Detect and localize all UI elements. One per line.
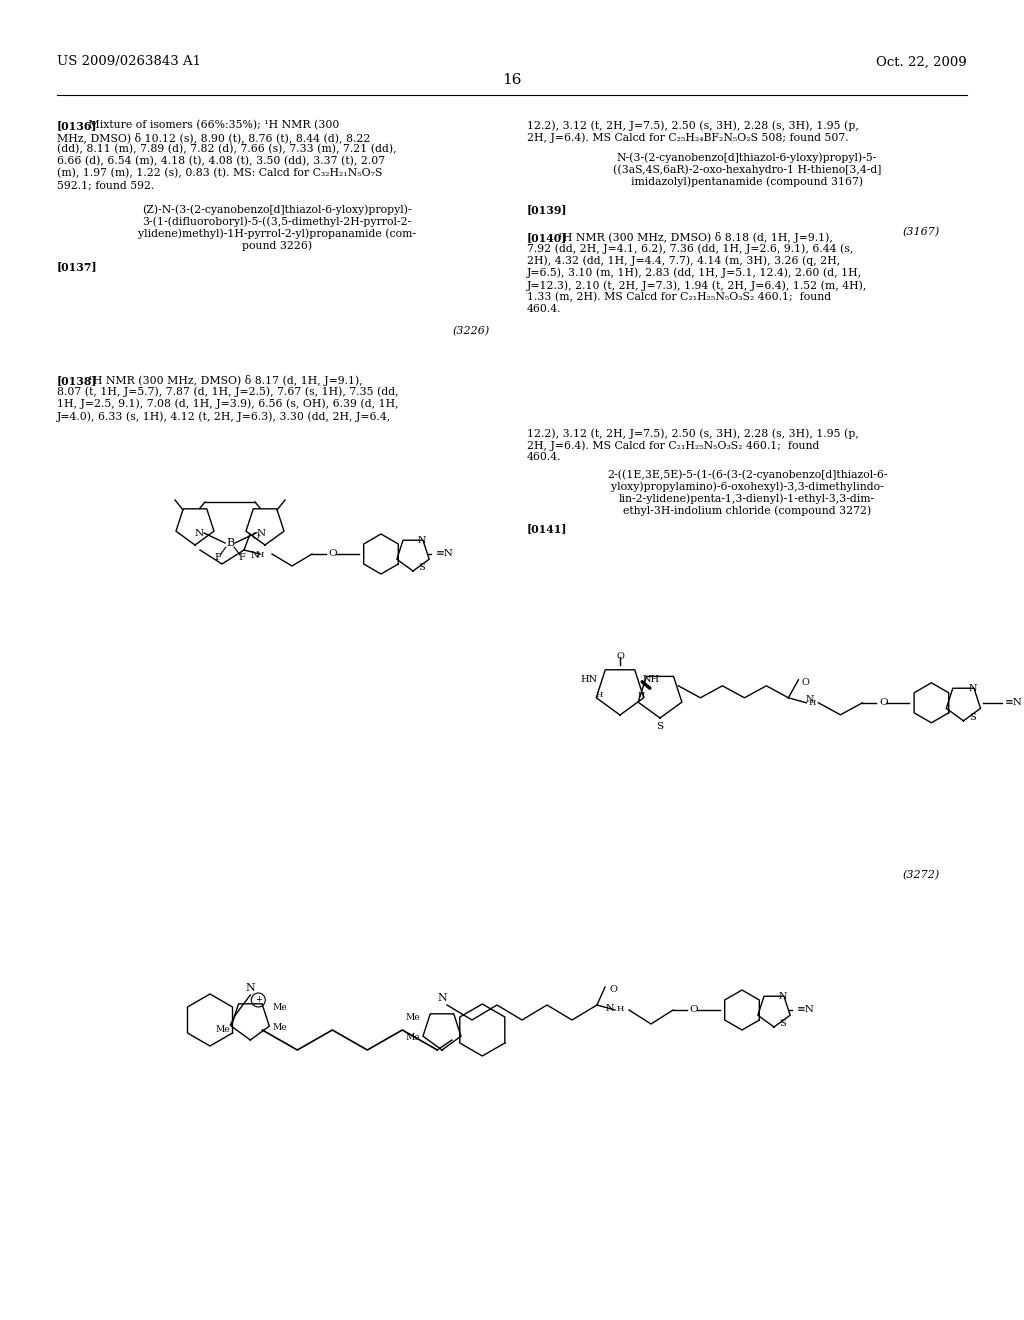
Text: Me: Me xyxy=(406,1034,420,1043)
Text: ≡N: ≡N xyxy=(1006,698,1023,708)
Text: N: N xyxy=(437,993,446,1003)
Text: S: S xyxy=(656,722,664,731)
Text: N: N xyxy=(417,536,426,545)
Text: [0137]: [0137] xyxy=(57,261,97,272)
Text: ethyl-3H-indolium chloride (compound 3272): ethyl-3H-indolium chloride (compound 327… xyxy=(623,506,871,516)
Text: 3-(1-(difluoroboryl)-5-((3,5-dimethyl-2H-pyrrol-2-: 3-(1-(difluoroboryl)-5-((3,5-dimethyl-2H… xyxy=(142,216,412,227)
Text: H: H xyxy=(256,550,264,558)
Text: imidazolyl)pentanamide (compound 3167): imidazolyl)pentanamide (compound 3167) xyxy=(631,177,863,187)
Text: Me: Me xyxy=(272,1023,287,1032)
Text: 460.4.: 460.4. xyxy=(527,453,561,462)
Text: O: O xyxy=(252,532,260,541)
Text: pound 3226): pound 3226) xyxy=(242,240,312,251)
Text: HN: HN xyxy=(581,676,597,685)
Text: 2H), 4.32 (dd, 1H, J=4.4, 7.7), 4.14 (m, 3H), 3.26 (q, 2H,: 2H), 4.32 (dd, 1H, J=4.4, 7.7), 4.14 (m,… xyxy=(527,256,841,267)
Text: 6.66 (d), 6.54 (m), 4.18 (t), 4.08 (t), 3.50 (dd), 3.37 (t), 2.07: 6.66 (d), 6.54 (m), 4.18 (t), 4.08 (t), … xyxy=(57,156,385,166)
Text: yloxy)propylamino)-6-oxohexyl)-3,3-dimethylindo-: yloxy)propylamino)-6-oxohexyl)-3,3-dimet… xyxy=(610,482,884,492)
Text: F: F xyxy=(239,553,246,561)
Text: ylidene)methyl)-1H-pyrrol-2-yl)propanamide (com-: ylidene)methyl)-1H-pyrrol-2-yl)propanami… xyxy=(138,228,416,239)
Text: US 2009/0263843 A1: US 2009/0263843 A1 xyxy=(57,55,201,69)
Text: +: + xyxy=(255,995,262,1005)
Text: 2-((1E,3E,5E)-5-(1-(6-(3-(2-cyanobenzo[d]thiazol-6-: 2-((1E,3E,5E)-5-(1-(6-(3-(2-cyanobenzo[d… xyxy=(607,470,887,480)
Text: N: N xyxy=(251,550,259,560)
Text: N-(3-(2-cyanobenzo[d]thiazol-6-yloxy)propyl)-5-: N-(3-(2-cyanobenzo[d]thiazol-6-yloxy)pro… xyxy=(616,152,878,162)
Text: [0136]: [0136] xyxy=(57,120,97,131)
Text: N: N xyxy=(968,684,977,693)
Text: Me: Me xyxy=(216,1026,230,1034)
Text: O: O xyxy=(880,698,888,708)
Text: 1.33 (m, 2H). MS Calcd for C₂₁H₂₅N₅O₃S₂ 460.1;  found: 1.33 (m, 2H). MS Calcd for C₂₁H₂₅N₅O₃S₂ … xyxy=(527,292,831,302)
Text: [0141]: [0141] xyxy=(527,523,567,533)
Text: (dd), 8.11 (m), 7.89 (d), 7.82 (d), 7.66 (s), 7.33 (m), 7.21 (dd),: (dd), 8.11 (m), 7.89 (d), 7.82 (d), 7.66… xyxy=(57,144,396,154)
Text: (3226): (3226) xyxy=(453,326,490,337)
Text: H: H xyxy=(638,690,645,700)
Text: O: O xyxy=(616,652,624,661)
Text: Me: Me xyxy=(272,1003,287,1012)
Text: H: H xyxy=(595,690,602,700)
Text: [0138]: [0138] xyxy=(57,375,97,385)
Text: ≡N: ≡N xyxy=(435,549,454,558)
Text: 8.07 (t, 1H, J=5.7), 7.87 (d, 1H, J=2.5), 7.67 (s, 1H), 7.35 (dd,: 8.07 (t, 1H, J=5.7), 7.87 (d, 1H, J=2.5)… xyxy=(57,387,398,397)
Text: B: B xyxy=(226,539,234,548)
Text: O: O xyxy=(609,985,616,994)
Text: N: N xyxy=(256,528,265,537)
Text: H: H xyxy=(808,698,816,706)
Text: 12.2), 3.12 (t, 2H, J=7.5), 2.50 (s, 3H), 2.28 (s, 3H), 1.95 (p,: 12.2), 3.12 (t, 2H, J=7.5), 2.50 (s, 3H)… xyxy=(527,428,859,438)
Text: (3272): (3272) xyxy=(903,870,940,880)
Text: 12.2), 3.12 (t, 2H, J=7.5), 2.50 (s, 3H), 2.28 (s, 3H), 1.95 (p,: 12.2), 3.12 (t, 2H, J=7.5), 2.50 (s, 3H)… xyxy=(527,120,859,131)
Text: [0140]: [0140] xyxy=(527,231,567,243)
Text: [0139]: [0139] xyxy=(527,205,567,215)
Text: O: O xyxy=(328,549,337,558)
Text: lin-2-ylidene)penta-1,3-dienyl)-1-ethyl-3,3-dim-: lin-2-ylidene)penta-1,3-dienyl)-1-ethyl-… xyxy=(618,494,876,504)
Text: (Z)-N-(3-(2-cyanobenzo[d]thiazol-6-yloxy)propyl)-: (Z)-N-(3-(2-cyanobenzo[d]thiazol-6-yloxy… xyxy=(142,205,412,215)
Text: Mixture of isomers (66%:35%); ¹H NMR (300: Mixture of isomers (66%:35%); ¹H NMR (30… xyxy=(79,120,340,131)
Text: MHz, DMSO) δ 10.12 (s), 8.90 (t), 8.76 (t), 8.44 (d), 8.22: MHz, DMSO) δ 10.12 (s), 8.90 (t), 8.76 (… xyxy=(57,132,371,143)
Text: NH: NH xyxy=(642,676,659,685)
Text: N: N xyxy=(778,991,786,1001)
Text: (m), 1.97 (m), 1.22 (s), 0.83 (t). MS: Calcd for C₃₂H₂₁N₅O₇S: (m), 1.97 (m), 1.22 (s), 0.83 (t). MS: C… xyxy=(57,169,382,178)
Text: ¹H NMR (300 MHz, DMSO) δ 8.17 (d, 1H, J=9.1),: ¹H NMR (300 MHz, DMSO) δ 8.17 (d, 1H, J=… xyxy=(79,375,364,385)
Text: J=4.0), 6.33 (s, 1H), 4.12 (t, 2H, J=6.3), 3.30 (dd, 2H, J=6.4,: J=4.0), 6.33 (s, 1H), 4.12 (t, 2H, J=6.3… xyxy=(57,411,391,421)
Text: ≡N: ≡N xyxy=(797,1006,814,1015)
Text: Oct. 22, 2009: Oct. 22, 2009 xyxy=(877,55,967,69)
Text: Me: Me xyxy=(406,1014,420,1023)
Text: 592.1; found 592.: 592.1; found 592. xyxy=(57,181,155,190)
Text: 2H, J=6.4). MS Calcd for C₂₁H₂₅N₅O₃S₂ 460.1;  found: 2H, J=6.4). MS Calcd for C₂₁H₂₅N₅O₃S₂ 46… xyxy=(527,440,819,450)
Text: S: S xyxy=(779,1019,785,1028)
Text: 2H, J=6.4). MS Calcd for C₂₅H₂₄BF₂N₅O₂S 508; found 507.: 2H, J=6.4). MS Calcd for C₂₅H₂₄BF₂N₅O₂S … xyxy=(527,132,849,143)
Text: J=12.3), 2.10 (t, 2H, J=7.3), 1.94 (t, 2H, J=6.4), 1.52 (m, 4H),: J=12.3), 2.10 (t, 2H, J=7.3), 1.94 (t, 2… xyxy=(527,280,867,290)
Text: ¹H NMR (300 MHz, DMSO) δ 8.18 (d, 1H, J=9.1),: ¹H NMR (300 MHz, DMSO) δ 8.18 (d, 1H, J=… xyxy=(549,231,834,243)
Text: O: O xyxy=(689,1006,697,1015)
Text: 460.4.: 460.4. xyxy=(527,304,561,314)
Text: 7.92 (dd, 2H, J=4.1, 6.2), 7.36 (dd, 1H, J=2.6, 9.1), 6.44 (s,: 7.92 (dd, 2H, J=4.1, 6.2), 7.36 (dd, 1H,… xyxy=(527,244,853,255)
Text: N: N xyxy=(806,694,814,704)
Text: N: N xyxy=(195,528,204,537)
Text: ((3aS,4S,6aR)-2-oxo-hexahydro-1 H-thieno[3,4-d]: ((3aS,4S,6aR)-2-oxo-hexahydro-1 H-thieno… xyxy=(612,164,882,174)
Text: S: S xyxy=(969,713,976,722)
Text: J=6.5), 3.10 (m, 1H), 2.83 (dd, 1H, J=5.1, 12.4), 2.60 (d, 1H,: J=6.5), 3.10 (m, 1H), 2.83 (dd, 1H, J=5.… xyxy=(527,268,862,279)
Text: H: H xyxy=(617,1005,625,1012)
Text: S: S xyxy=(418,564,425,572)
Text: N: N xyxy=(605,1005,614,1012)
Text: (3167): (3167) xyxy=(903,227,940,238)
Text: O: O xyxy=(802,677,809,686)
Text: 16: 16 xyxy=(502,73,522,87)
Text: F: F xyxy=(215,553,221,561)
Text: 1H, J=2.5, 9.1), 7.08 (d, 1H, J=3.9), 6.56 (s, OH), 6.39 (d, 1H,: 1H, J=2.5, 9.1), 7.08 (d, 1H, J=3.9), 6.… xyxy=(57,399,398,409)
Text: N: N xyxy=(246,983,255,993)
